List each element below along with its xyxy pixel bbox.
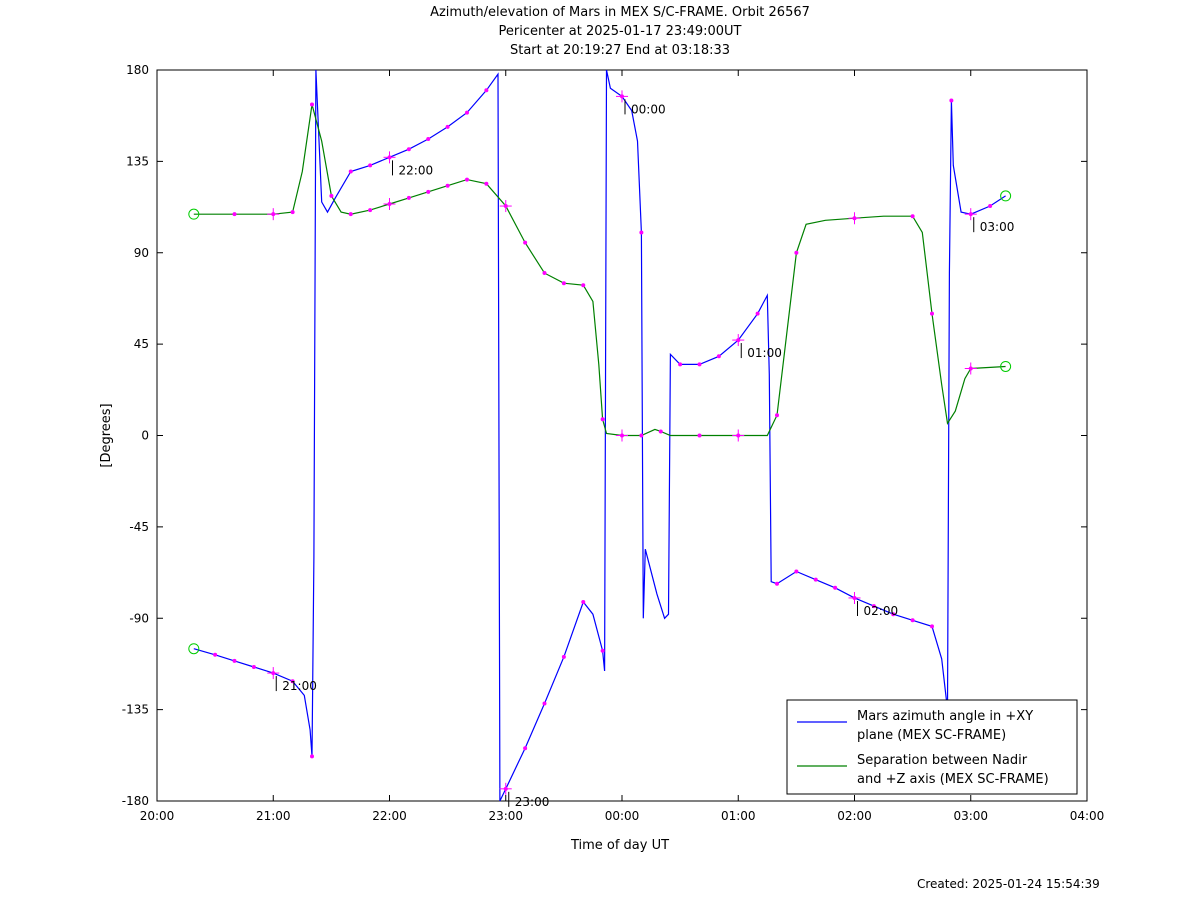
series-marker (794, 569, 799, 574)
x-tick-label: 23:00 (488, 809, 523, 823)
time-annotation-label: 22:00 (399, 163, 434, 177)
series-marker (930, 624, 934, 629)
x-tick-label: 04:00 (1070, 809, 1105, 823)
series-marker (290, 210, 295, 215)
legend-label-1: plane (MEX SC-FRAME) (857, 728, 1006, 743)
chart-title-line-1: Azimuth/elevation of Mars in MEX S/C-FRA… (430, 5, 810, 20)
x-tick-label: 21:00 (256, 809, 291, 823)
series-marker (794, 250, 799, 255)
time-annotation-label: 01:00 (747, 346, 782, 360)
series-marker (310, 102, 314, 107)
series-line-2 (193, 104, 1006, 437)
series-marker (426, 137, 431, 142)
series-marker (465, 177, 469, 182)
series-marker (697, 433, 702, 438)
series-marker (290, 679, 295, 684)
start-end-circle (188, 208, 200, 220)
time-annotation-label: 03:00 (980, 220, 1015, 234)
start-end-circle (1000, 360, 1012, 372)
series-marker (949, 98, 954, 103)
y-tick-label: 180 (126, 63, 149, 77)
y-axis-label: [Degrees] (99, 403, 114, 467)
series-marker (639, 433, 644, 438)
series-marker (755, 311, 760, 316)
start-end-circle (1000, 190, 1012, 202)
time-annotation-label: 23:00 (515, 795, 550, 809)
y-tick-label: -90 (129, 611, 149, 625)
x-tick-label: 02:00 (837, 809, 872, 823)
series-marker (775, 581, 779, 586)
series-marker (232, 658, 237, 663)
start-end-circle (188, 643, 200, 655)
x-tick-label: 20:00 (140, 809, 175, 823)
created-timestamp: Created: 2025-01-24 15:54:39 (917, 877, 1100, 891)
series-marker (484, 181, 489, 186)
series-marker (465, 110, 469, 115)
series-marker (658, 429, 663, 434)
series-marker (891, 612, 896, 617)
legend-box (786, 699, 1078, 795)
series-marker (930, 311, 934, 316)
series-marker (910, 618, 915, 623)
legend-label-2: and +Z axis (MEX SC-FRAME) (857, 772, 1049, 787)
series-marker (542, 271, 547, 276)
x-axis-label: Time of day UT (570, 838, 669, 853)
series-marker (600, 648, 605, 653)
legend-label-1: Mars azimuth angle in +XY (857, 709, 1033, 724)
series-marker (871, 604, 876, 609)
series-marker (581, 283, 586, 288)
series-marker (833, 585, 838, 590)
series-marker (697, 362, 702, 367)
x-tick-label: 22:00 (372, 809, 407, 823)
chart-title-line-2: Pericenter at 2025-01-17 23:49:00UT (498, 24, 742, 39)
x-tick-label: 03:00 (953, 809, 988, 823)
chart-title-line-3: Start at 20:19:27 End at 03:18:33 (509, 43, 731, 58)
series-marker (988, 204, 993, 209)
series-marker (251, 664, 256, 669)
series-marker (484, 88, 489, 93)
series-marker (910, 214, 915, 219)
y-tick-label: 0 (141, 429, 149, 443)
series-marker (561, 281, 566, 286)
series-marker (329, 193, 334, 198)
series-marker (213, 652, 218, 657)
series-marker (600, 417, 605, 422)
series-marker (232, 212, 237, 217)
y-tick-label: -180 (122, 794, 149, 808)
y-tick-label: 90 (134, 246, 149, 260)
legend-label-2: Separation between Nadir (857, 753, 1028, 768)
series-marker (775, 413, 779, 418)
series-marker (561, 654, 566, 659)
series-marker (426, 189, 431, 194)
series-marker (813, 577, 818, 582)
series-marker (445, 124, 450, 129)
series-marker (639, 230, 644, 235)
series-marker (445, 183, 450, 188)
series-marker (348, 169, 353, 174)
series-marker (542, 701, 547, 706)
series-marker (678, 362, 683, 367)
series-marker (348, 212, 353, 217)
series-marker (310, 754, 314, 759)
time-annotation-label: 21:00 (282, 679, 317, 693)
x-tick-label: 01:00 (721, 809, 756, 823)
series-marker (368, 163, 373, 168)
series-marker (523, 746, 528, 751)
x-tick-label: 00:00 (605, 809, 640, 823)
series-marker (406, 195, 411, 200)
time-annotation-label: 02:00 (864, 604, 899, 618)
series-marker (368, 208, 373, 213)
time-annotation-label: 00:00 (631, 102, 666, 116)
series-line-1 (193, 69, 1006, 802)
y-tick-label: 135 (126, 154, 149, 168)
series-marker (406, 147, 411, 152)
y-tick-label: 45 (134, 337, 149, 351)
y-tick-label: -45 (129, 520, 149, 534)
series-marker (523, 240, 528, 245)
series-marker (716, 354, 721, 359)
series-marker (581, 600, 586, 605)
y-tick-label: -135 (122, 703, 149, 717)
